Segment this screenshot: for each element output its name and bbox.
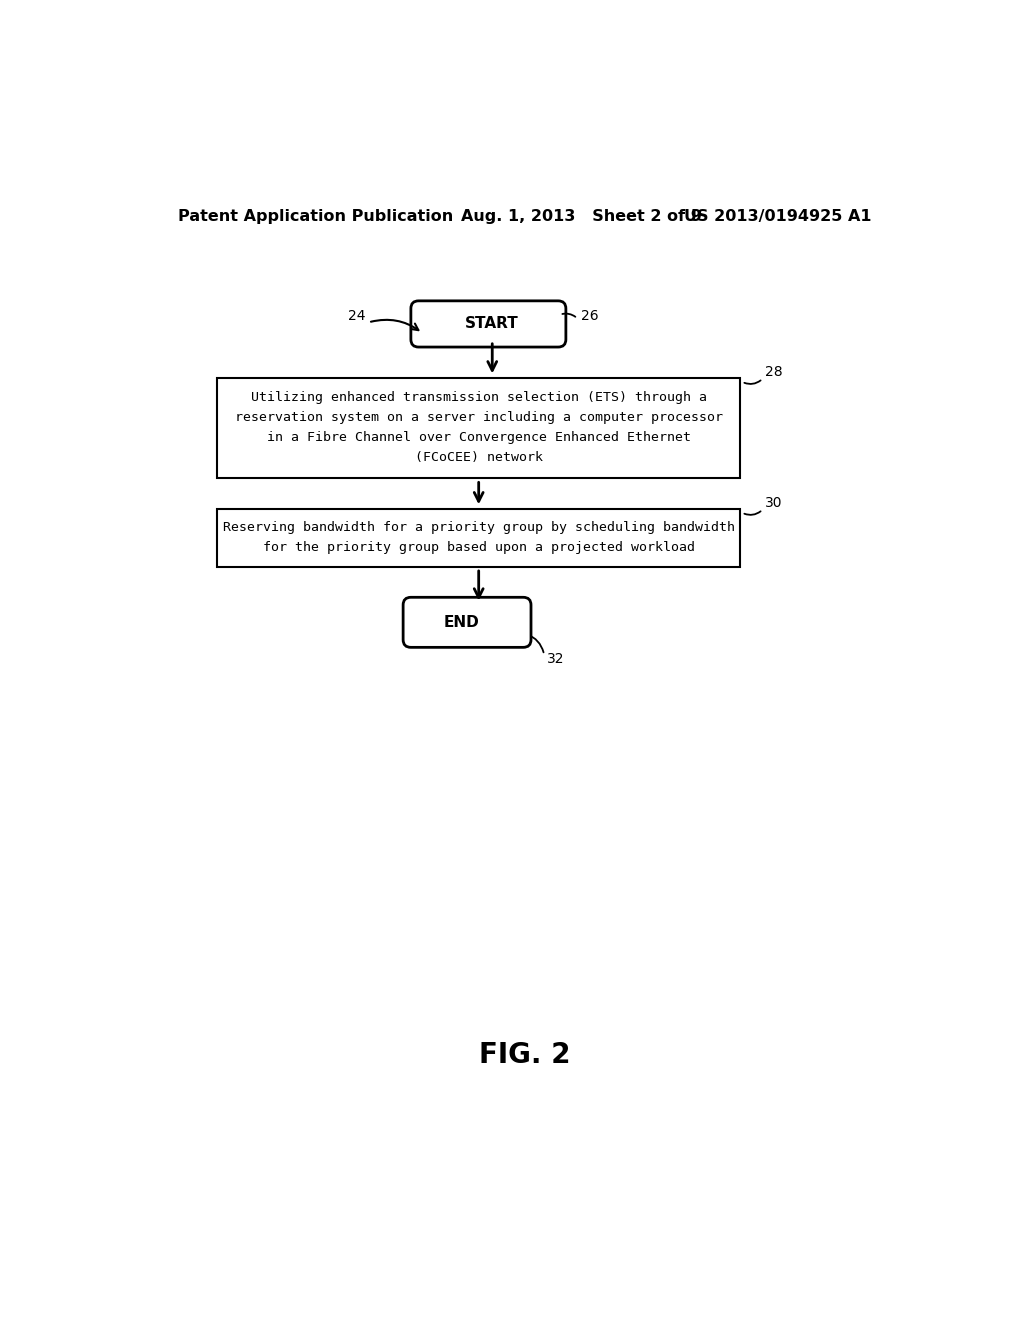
Text: US 2013/0194925 A1: US 2013/0194925 A1	[684, 209, 872, 223]
Text: 30: 30	[765, 496, 782, 511]
FancyArrowPatch shape	[744, 511, 761, 515]
Text: START: START	[465, 317, 519, 331]
Text: Aug. 1, 2013   Sheet 2 of 9: Aug. 1, 2013 Sheet 2 of 9	[461, 209, 702, 223]
Text: 24: 24	[348, 309, 366, 323]
Text: Utilizing enhanced transmission selection (ETS) through a
reservation system on : Utilizing enhanced transmission selectio…	[234, 392, 723, 465]
Text: 28: 28	[765, 366, 782, 379]
FancyBboxPatch shape	[403, 598, 531, 647]
Text: Reserving bandwidth for a priority group by scheduling bandwidth
for the priorit: Reserving bandwidth for a priority group…	[222, 521, 734, 554]
FancyBboxPatch shape	[411, 301, 566, 347]
FancyArrowPatch shape	[371, 319, 419, 330]
FancyArrowPatch shape	[744, 380, 761, 384]
Text: END: END	[443, 615, 479, 630]
Bar	[217, 508, 740, 566]
Bar	[217, 378, 740, 478]
Text: 32: 32	[547, 652, 564, 665]
FancyArrowPatch shape	[562, 314, 575, 317]
Text: FIG. 2: FIG. 2	[479, 1041, 570, 1069]
FancyArrowPatch shape	[527, 635, 544, 652]
Text: 26: 26	[582, 309, 599, 323]
Text: Patent Application Publication: Patent Application Publication	[178, 209, 454, 223]
